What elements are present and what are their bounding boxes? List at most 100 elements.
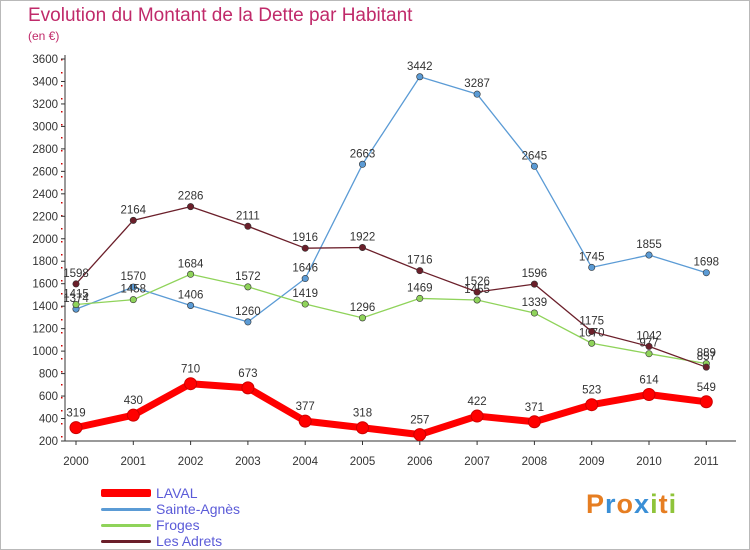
y-axis-dot	[61, 319, 63, 321]
data-point	[473, 296, 481, 304]
y-tick-label: 2200	[32, 211, 58, 223]
data-point	[187, 203, 195, 211]
data-label: 2111	[236, 210, 260, 222]
logo-letter: x	[634, 489, 651, 519]
data-point	[301, 300, 309, 308]
y-axis-dot	[61, 423, 63, 425]
data-point	[702, 363, 710, 371]
series-line-3	[75, 205, 707, 368]
data-point	[416, 73, 424, 81]
data-label: 1260	[235, 306, 261, 318]
data-label: 523	[582, 385, 601, 397]
legend-label: Les Adrets	[156, 533, 223, 549]
chart-subtitle: (en €)	[28, 29, 60, 43]
y-axis-dot	[61, 254, 63, 256]
data-point	[645, 342, 653, 350]
y-axis-dot	[61, 59, 63, 61]
data-point	[244, 318, 252, 326]
data-label: 1570	[121, 271, 147, 283]
y-axis-dot	[61, 332, 63, 334]
data-point	[301, 275, 309, 283]
data-label: 319	[66, 408, 85, 420]
data-label: 257	[410, 415, 429, 427]
data-point	[298, 414, 312, 428]
data-point	[416, 294, 424, 302]
data-label: 1458	[121, 284, 147, 296]
y-axis-dot	[61, 436, 63, 438]
data-label: 1745	[579, 251, 605, 263]
data-point	[413, 428, 427, 442]
legend-label: LAVAL	[156, 485, 198, 501]
data-label: 377	[296, 401, 315, 413]
legend-swatch	[101, 489, 151, 497]
data-label: 1855	[636, 239, 662, 251]
data-point	[72, 300, 80, 308]
y-axis-dot	[61, 72, 63, 74]
y-axis-dot	[61, 85, 63, 87]
data-point	[530, 309, 538, 317]
legend-swatch	[101, 523, 151, 527]
y-axis-dot	[61, 215, 63, 217]
y-axis-dot	[61, 150, 63, 152]
y-axis-dot	[61, 176, 63, 178]
data-label: 3442	[407, 61, 433, 73]
y-axis-dot	[61, 345, 63, 347]
data-point	[301, 244, 309, 252]
y-axis-dot	[61, 228, 63, 230]
x-tick-label: 2009	[579, 456, 605, 468]
legend-label: Sainte-Agnès	[156, 501, 241, 517]
data-label: 1572	[235, 271, 261, 283]
data-label: 1716	[407, 255, 433, 267]
x-tick-label: 2000	[63, 456, 89, 468]
x-tick-label: 2002	[178, 456, 204, 468]
data-point	[588, 263, 596, 271]
y-axis-dot	[61, 98, 63, 100]
y-axis-dot	[61, 111, 63, 113]
data-label: 2663	[350, 148, 376, 160]
data-point	[470, 409, 484, 423]
data-point	[588, 327, 596, 335]
y-axis-dot	[61, 202, 63, 204]
logo-letter: i	[668, 489, 678, 519]
y-axis-dot	[61, 410, 63, 412]
data-point	[356, 421, 369, 435]
legend-item: Les Adrets	[101, 533, 240, 549]
x-tick-label: 2003	[235, 456, 261, 468]
y-axis-dot	[61, 280, 63, 282]
data-label: 371	[525, 402, 544, 414]
y-tick-label: 3600	[32, 54, 58, 66]
y-axis-dot	[61, 306, 63, 308]
legend-swatch	[101, 539, 151, 543]
data-label: 1042	[636, 330, 662, 342]
logo-letter: o	[616, 489, 635, 519]
y-tick-label: 3400	[32, 76, 58, 88]
data-point	[530, 280, 538, 288]
data-point	[530, 162, 538, 170]
data-label: 1698	[694, 257, 720, 269]
data-label: 889	[697, 348, 716, 360]
data-label: 3287	[464, 78, 490, 90]
data-point	[588, 339, 596, 347]
y-axis-dot	[61, 371, 63, 373]
y-tick-label: 1000	[32, 346, 58, 358]
y-axis-dot	[61, 293, 63, 295]
data-point	[72, 280, 80, 288]
y-axis-dot	[61, 358, 63, 360]
data-point	[126, 408, 140, 422]
legend-label: Froges	[156, 517, 200, 533]
legend-item: LAVAL	[101, 485, 240, 501]
data-label: 318	[353, 408, 372, 420]
y-tick-label: 2400	[32, 189, 58, 201]
x-tick-label: 2005	[350, 456, 376, 468]
y-tick-label: 1400	[32, 301, 58, 313]
data-label: 2645	[522, 150, 548, 162]
data-label: 430	[124, 395, 143, 407]
data-point	[184, 377, 198, 391]
x-tick-label: 2007	[464, 456, 490, 468]
data-point	[642, 387, 656, 401]
x-tick-label: 2004	[292, 456, 318, 468]
data-label: 614	[639, 374, 659, 386]
chart-title: Evolution du Montant de la Dette par Hab…	[28, 5, 413, 26]
data-label: 422	[468, 396, 487, 408]
data-label: 1419	[292, 288, 318, 300]
